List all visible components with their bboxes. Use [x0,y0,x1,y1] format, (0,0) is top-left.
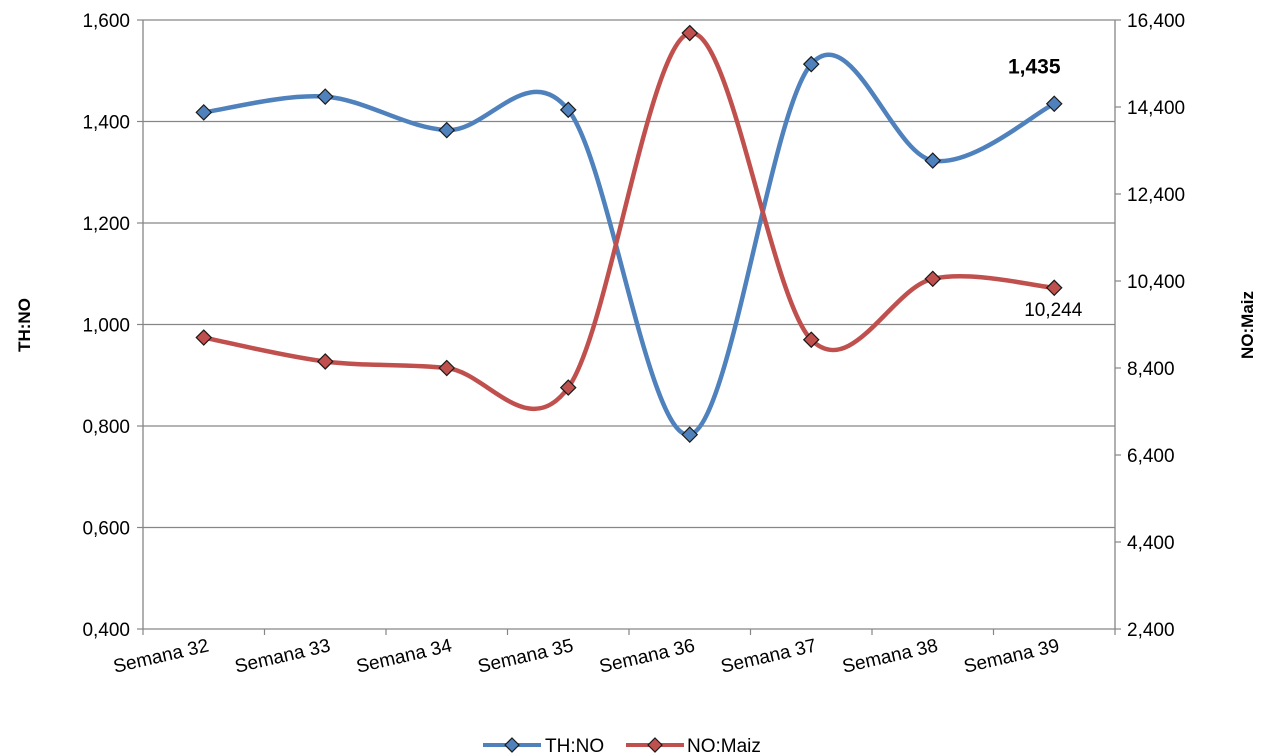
series-1-point-1[interactable] [316,353,334,370]
right-tick-label: 4,400 [1127,533,1175,554]
left-axis-ticks: 0,400 0,600 0,800 1,000 1,200 1,400 1,600 [82,11,143,641]
x-tick-label: Semana 35 [476,635,575,677]
legend-label-th-no: TH:NO [545,736,604,756]
data-labels: 1,435 10,244 [1008,56,1083,321]
x-axis-ticks: Semana 32 Semana 33 Semana 34 Semana 35 Sema… [111,629,1116,678]
right-axis-title: NO:Maiz [1238,291,1257,359]
x-tick-label: Semana 32 [111,635,210,677]
series-1-point-5[interactable] [802,331,820,349]
data-label-1: 10,244 [1024,300,1083,321]
series-line-1 [201,30,1057,412]
x-tick-label: Semana 34 [354,635,454,677]
series-0-point-4[interactable] [681,426,699,443]
series-0-point-1[interactable] [316,88,334,105]
legend-item-no-maiz[interactable]: NO:Maiz [626,736,761,756]
series-1-point-2[interactable] [438,359,456,377]
series-markers [195,24,1063,443]
right-tick-label: 2,400 [1127,620,1175,641]
right-axis-ticks: 2,400 4,400 6,400 8,400 10,400 12,400 14,400 16… [1115,11,1185,641]
right-tick-label: 8,400 [1127,359,1175,380]
series-1-point-3[interactable] [559,379,577,396]
x-tick-label: Semana 38 [840,635,939,677]
right-tick-label: 10,400 [1127,272,1185,293]
x-tick-label: Semana 37 [719,635,818,677]
series-1-point-0[interactable] [195,329,213,346]
series-1-point-4[interactable] [681,24,699,42]
right-tick-label: 12,400 [1127,185,1185,206]
left-tick-label: 0,400 [82,620,130,641]
legend-item-th-no[interactable]: TH:NO [483,736,604,756]
series-0-point-3[interactable] [559,101,577,119]
series-0-point-0[interactable] [195,104,213,121]
data-label-0: 1,435 [1008,56,1061,79]
left-tick-label: 0,600 [82,519,130,540]
left-tick-label: 1,200 [82,214,130,235]
right-tick-label: 14,400 [1127,98,1185,119]
left-tick-label: 1,000 [82,316,130,337]
x-tick-label: Semana 39 [962,635,1061,677]
right-tick-label: 6,400 [1127,446,1175,467]
legend-label-no-maiz: NO:Maiz [687,736,761,756]
gridlines [143,19,1115,529]
series-0-point-2[interactable] [438,121,456,139]
series-0-point-7[interactable] [1045,95,1063,113]
series-1-point-6[interactable] [924,270,942,288]
x-tick-label: Semana 33 [233,635,332,677]
series-0-point-5[interactable] [802,55,820,73]
left-tick-label: 0,800 [82,417,130,438]
legend: TH:NO NO:Maiz [483,736,761,756]
series-0-point-6[interactable] [924,152,942,169]
legend-swatch-th-no-marker [504,737,520,753]
right-tick-label: 16,400 [1127,11,1185,32]
series-lines [201,30,1057,437]
left-tick-label: 1,600 [82,11,130,32]
legend-swatch-no-maiz-marker [647,737,663,753]
series-1-point-7[interactable] [1045,279,1063,297]
x-tick-label: Semana 36 [597,635,696,677]
series-line-0 [201,52,1057,437]
left-axis-title: TH:NO [15,298,34,352]
left-tick-label: 1,400 [82,113,130,134]
